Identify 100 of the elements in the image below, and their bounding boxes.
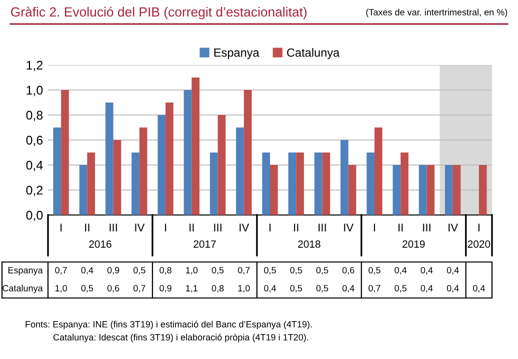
data-label: 0,7 bbox=[133, 285, 146, 292]
x-tick-label: III bbox=[318, 224, 326, 232]
bar bbox=[288, 152, 296, 215]
bar bbox=[53, 128, 62, 215]
data-label: 1,0 bbox=[186, 267, 198, 274]
bar bbox=[244, 90, 252, 215]
text: 2017 bbox=[194, 240, 216, 248]
y-tick-label: 0,0 bbox=[26, 210, 43, 222]
bar bbox=[374, 128, 382, 215]
bar bbox=[236, 128, 244, 215]
text: Catalunya: Idescat (fins 3T19) i elaboració pròpia (4T19 i 1T20). bbox=[53, 334, 308, 342]
data-label: 0,7 bbox=[368, 285, 380, 292]
data-label: 0,6 bbox=[342, 267, 354, 274]
bar bbox=[61, 90, 69, 215]
y-tick-label: 0,6 bbox=[26, 136, 43, 146]
x-tick-label: II bbox=[294, 224, 298, 232]
bar bbox=[392, 165, 401, 215]
data-label: 0,5 bbox=[81, 285, 94, 292]
data-label: 0,9 bbox=[107, 267, 120, 274]
bar bbox=[113, 140, 122, 215]
data-label: 0,4 bbox=[446, 285, 459, 292]
data-label: 0,4 bbox=[420, 267, 433, 274]
data-label: 0,5 bbox=[290, 285, 302, 292]
x-tick-label: IV bbox=[135, 224, 145, 232]
bar bbox=[87, 152, 96, 215]
x-tick-label: IV bbox=[344, 224, 354, 232]
data-label: 0,4 bbox=[473, 285, 485, 292]
bar bbox=[418, 165, 427, 215]
data-label: 0,7 bbox=[55, 267, 67, 274]
x-tick-label: III bbox=[110, 224, 117, 232]
x-tick-label: III bbox=[423, 224, 430, 232]
data-label: 0,7 bbox=[238, 267, 250, 274]
text: 2018 bbox=[298, 240, 320, 248]
bar bbox=[270, 165, 278, 215]
bar bbox=[452, 165, 461, 215]
legend-label: Espanya bbox=[214, 48, 260, 60]
bar bbox=[166, 102, 174, 215]
data-label: 0,4 bbox=[420, 285, 433, 292]
x-tick-label: I bbox=[374, 224, 375, 232]
y-tick-label: 1,0 bbox=[26, 86, 43, 96]
x-tick-label: IV bbox=[240, 224, 250, 232]
data-label: 0,5 bbox=[394, 285, 406, 292]
data-label: 0,4 bbox=[264, 285, 276, 292]
text: Fonts: Espanya: INE (fins 3T19) i estimació del Banc d’Espanya (4T19). bbox=[26, 320, 312, 330]
bar bbox=[314, 152, 322, 215]
bar bbox=[192, 78, 200, 215]
x-tick-label: I bbox=[165, 224, 166, 232]
bar bbox=[444, 165, 453, 215]
x-tick-label: I bbox=[60, 224, 62, 232]
bar bbox=[158, 115, 166, 215]
data-label: 0,6 bbox=[107, 285, 120, 292]
x-tick-label: IV bbox=[448, 224, 458, 232]
data-label: 0,5 bbox=[316, 267, 328, 274]
y-tick-label: 0,2 bbox=[26, 186, 43, 196]
data-label: 0,5 bbox=[133, 267, 146, 274]
x-tick-label: III bbox=[214, 224, 222, 232]
bar bbox=[132, 152, 140, 215]
data-label: 1,0 bbox=[238, 285, 250, 292]
bar bbox=[478, 165, 487, 215]
chart-title: Gràfic 2. Evolució del PIB (corregit d’estacionalitat) bbox=[11, 6, 307, 20]
data-label: 0,4 bbox=[342, 285, 354, 292]
data-label: 0,8 bbox=[160, 267, 172, 274]
data-label: 0,5 bbox=[264, 267, 276, 274]
bar bbox=[210, 152, 218, 215]
text: Espanya bbox=[8, 267, 43, 276]
bar bbox=[400, 152, 408, 215]
data-label: 0,5 bbox=[212, 267, 224, 274]
x-tick-label: II bbox=[398, 224, 403, 232]
x-tick-label: I bbox=[269, 224, 271, 232]
text: 2016 bbox=[89, 240, 112, 248]
data-label: 0,4 bbox=[394, 267, 407, 274]
x-tick-label: II bbox=[190, 224, 194, 232]
bar bbox=[340, 140, 348, 215]
data-label: 0,4 bbox=[81, 267, 94, 274]
data-label: 0,5 bbox=[368, 267, 380, 274]
text: 2020 bbox=[468, 240, 490, 248]
chart-subtitle: (Taxes de var. intertrimestral, en %) bbox=[366, 8, 508, 18]
data-label: 0,9 bbox=[160, 285, 172, 292]
y-tick-label: 1,2 bbox=[26, 60, 43, 72]
text: 2019 bbox=[402, 240, 425, 248]
bar bbox=[366, 152, 374, 215]
bar bbox=[79, 165, 88, 215]
x-tick-label: II bbox=[85, 224, 90, 232]
data-label: 0,4 bbox=[446, 267, 459, 274]
bar bbox=[322, 152, 330, 215]
bar bbox=[139, 128, 148, 215]
data-label: 0,5 bbox=[316, 285, 328, 292]
text: Catalunya bbox=[2, 284, 43, 294]
bar bbox=[262, 152, 270, 215]
bar bbox=[426, 165, 435, 215]
bar bbox=[296, 152, 304, 215]
bar bbox=[218, 115, 226, 215]
data-label: 0,5 bbox=[290, 267, 302, 274]
data-label: 1,1 bbox=[186, 285, 198, 292]
x-tick-label: I bbox=[478, 224, 480, 232]
data-label: 0,8 bbox=[212, 285, 224, 292]
bar bbox=[105, 102, 114, 215]
y-tick-label: 0,4 bbox=[26, 160, 43, 172]
bar bbox=[348, 165, 356, 215]
data-label: 1,0 bbox=[55, 285, 67, 292]
